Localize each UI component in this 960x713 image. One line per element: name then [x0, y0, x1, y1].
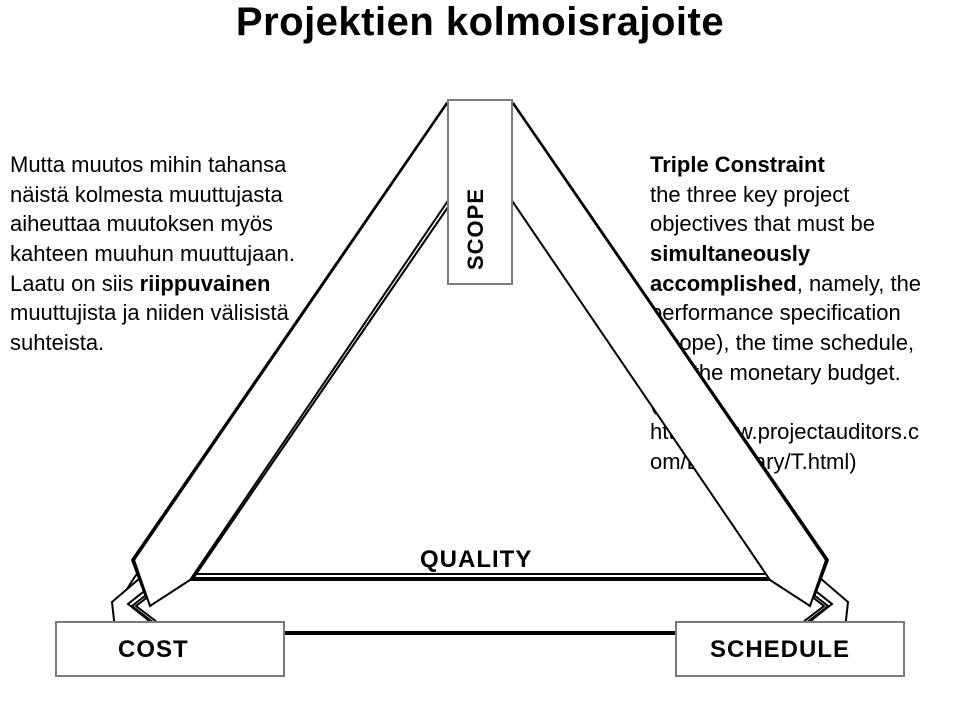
cost-label: COST	[118, 636, 189, 664]
scope-label: SCOPE	[463, 188, 489, 270]
schedule-label: SCHEDULE	[710, 636, 850, 664]
triple-constraint-diagram	[0, 0, 960, 713]
quality-label: QUALITY	[420, 546, 532, 574]
